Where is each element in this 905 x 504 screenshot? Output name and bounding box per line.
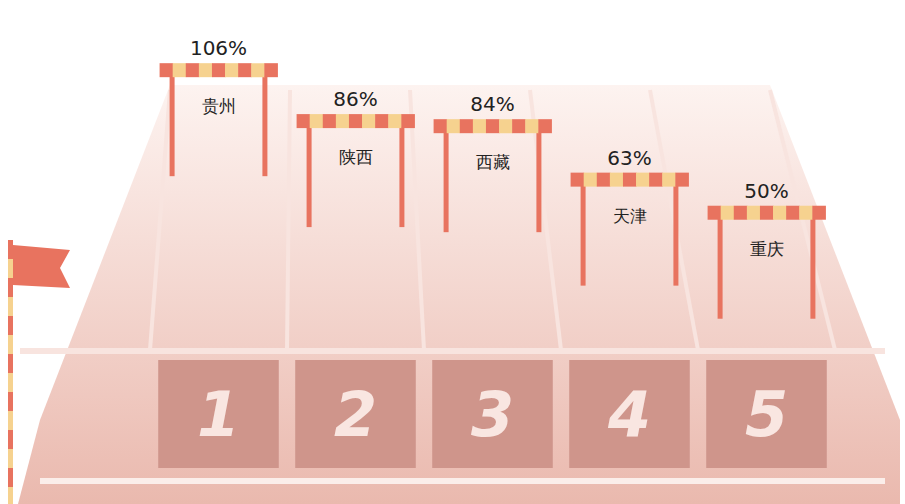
svg-text:106%: 106% bbox=[190, 36, 247, 60]
svg-text:50%: 50% bbox=[744, 179, 788, 203]
svg-text:西藏: 西藏 bbox=[476, 152, 510, 172]
svg-text:陕西: 陕西 bbox=[339, 147, 373, 167]
svg-text:63%: 63% bbox=[607, 146, 651, 170]
svg-text:重庆: 重庆 bbox=[750, 239, 784, 259]
svg-text:84%: 84% bbox=[470, 92, 514, 116]
svg-text:天津: 天津 bbox=[613, 206, 647, 226]
svg-text:贵州: 贵州 bbox=[202, 96, 236, 116]
svg-text:4: 4 bbox=[607, 378, 651, 451]
svg-text:3: 3 bbox=[471, 378, 514, 451]
svg-text:1: 1 bbox=[197, 378, 240, 451]
svg-text:5: 5 bbox=[745, 378, 788, 451]
svg-text:86%: 86% bbox=[333, 87, 377, 111]
svg-text:2: 2 bbox=[334, 378, 377, 451]
